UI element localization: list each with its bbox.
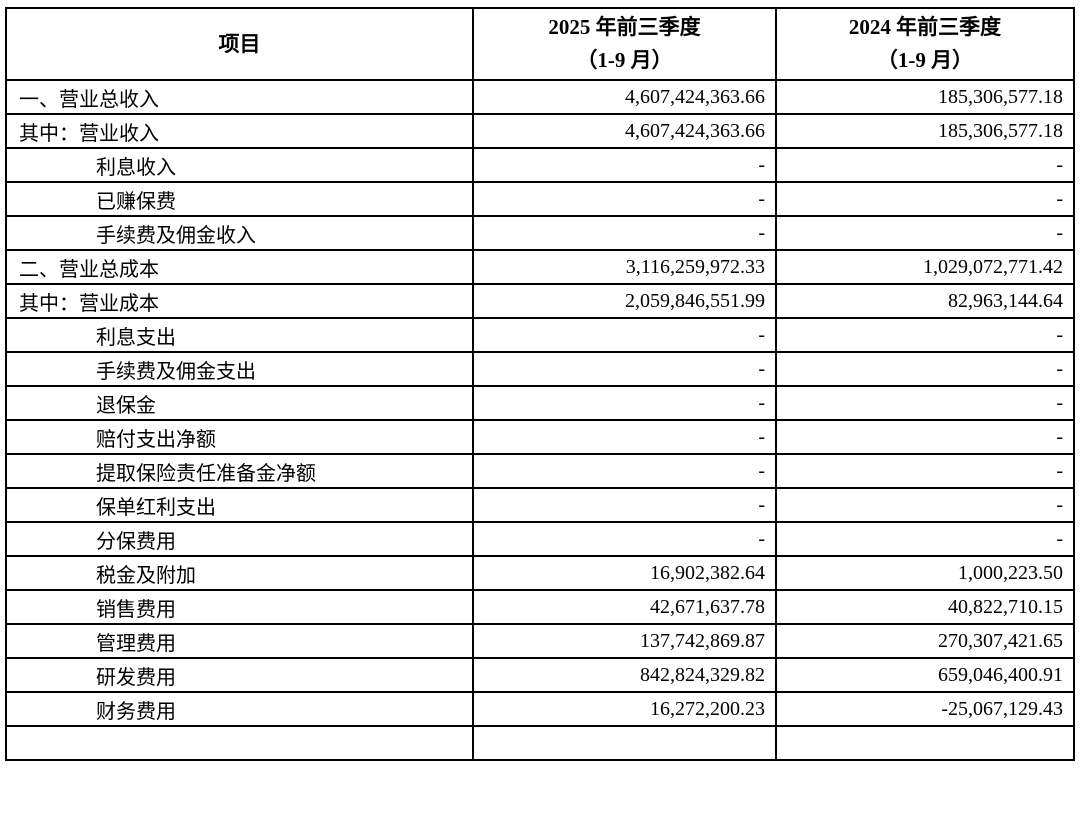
- header-2024: 2024 年前三季度 （1-9 月）: [775, 7, 1075, 81]
- table-row: 一、营业总收入 4,607,424,363.66 185,306,577.18: [5, 79, 1075, 115]
- table-row: 二、营业总成本 3,116,259,972.33 1,029,072,771.42: [5, 249, 1075, 285]
- value-2025-cell: 4,607,424,363.66: [472, 79, 777, 115]
- table-row-partial: [5, 725, 1075, 761]
- item-cell: 其中：营业收入: [5, 113, 474, 149]
- header-item-label: 项目: [218, 31, 261, 56]
- table-row: 其中：营业成本 2,059,846,551.99 82,963,144.64: [5, 283, 1075, 319]
- table-row: 手续费及佣金支出 - -: [5, 351, 1075, 387]
- value-2025-cell: -: [472, 521, 777, 557]
- item-cell: 销售费用: [5, 589, 474, 625]
- table-row: 利息支出 - -: [5, 317, 1075, 353]
- value-2024-cell: -: [775, 147, 1075, 183]
- value-2024-cell: -: [775, 181, 1075, 217]
- table-row: 利息收入 - -: [5, 147, 1075, 183]
- value-2024-cell: 82,963,144.64: [775, 283, 1075, 319]
- value-2025-cell: -: [472, 215, 777, 251]
- value-2025-cell: 2,059,846,551.99: [472, 283, 777, 319]
- header-row: 项目 2025 年前三季度 （1-9 月） 2024 年前三季度 （1-9 月）: [5, 7, 1075, 81]
- value-2025-cell: -: [472, 351, 777, 387]
- item-cell: 研发费用: [5, 657, 474, 693]
- value-2024-cell: -: [775, 351, 1075, 387]
- value-2024-cell: -: [775, 419, 1075, 455]
- item-cell: 保单红利支出: [5, 487, 474, 523]
- header-2025-line2: （1-9 月）: [576, 48, 673, 72]
- item-cell: 利息收入: [5, 147, 474, 183]
- table-row: 税金及附加 16,902,382.64 1,000,223.50: [5, 555, 1075, 591]
- value-2025-cell: -: [472, 317, 777, 353]
- value-2025-cell: 42,671,637.78: [472, 589, 777, 625]
- table-row: 赔付支出净额 - -: [5, 419, 1075, 455]
- item-cell: 分保费用: [5, 521, 474, 557]
- header-2024-line2: （1-9 月）: [876, 48, 974, 72]
- value-2025-cell: 16,902,382.64: [472, 555, 777, 591]
- header-2025: 2025 年前三季度 （1-9 月）: [472, 7, 777, 81]
- item-cell: 已赚保费: [5, 181, 474, 217]
- table-header: 项目 2025 年前三季度 （1-9 月） 2024 年前三季度 （1-9 月）: [5, 7, 1075, 81]
- value-2025-cell: -: [472, 181, 777, 217]
- value-2025-cell: 137,742,869.87: [472, 623, 777, 659]
- value-2025-cell: -: [472, 147, 777, 183]
- value-2024-cell: -: [775, 521, 1075, 557]
- value-2024-cell: -: [775, 453, 1075, 489]
- value-2024-cell: -: [775, 317, 1075, 353]
- value-2025-cell: -: [472, 487, 777, 523]
- item-cell: 手续费及佣金收入: [5, 215, 474, 251]
- value-2024-cell: 1,000,223.50: [775, 555, 1075, 591]
- item-cell: [5, 725, 474, 761]
- item-cell: 税金及附加: [5, 555, 474, 591]
- table-body: 一、营业总收入 4,607,424,363.66 185,306,577.18 其中：…: [5, 79, 1075, 761]
- table-row: 分保费用 - -: [5, 521, 1075, 557]
- table-row: 提取保险责任准备金净额 - -: [5, 453, 1075, 489]
- table-row: 其中：营业收入 4,607,424,363.66 185,306,577.18: [5, 113, 1075, 149]
- value-2025-cell: -: [472, 453, 777, 489]
- value-2024-cell: 40,822,710.15: [775, 589, 1075, 625]
- value-2025-cell: 16,272,200.23: [472, 691, 777, 727]
- item-cell: 管理费用: [5, 623, 474, 659]
- value-2024-cell: 1,029,072,771.42: [775, 249, 1075, 285]
- item-cell: 赔付支出净额: [5, 419, 474, 455]
- item-cell: 其中：营业成本: [5, 283, 474, 319]
- table-row: 研发费用 842,824,329.82 659,046,400.91: [5, 657, 1075, 693]
- value-2025-cell: [472, 725, 777, 761]
- item-cell: 退保金: [5, 385, 474, 421]
- value-2025-cell: -: [472, 419, 777, 455]
- header-2025-line1: 2025 年前三季度: [548, 15, 701, 39]
- value-2024-cell: 270,307,421.65: [775, 623, 1075, 659]
- table-row: 销售费用 42,671,637.78 40,822,710.15: [5, 589, 1075, 625]
- value-2024-cell: 659,046,400.91: [775, 657, 1075, 693]
- table-row: 退保金 - -: [5, 385, 1075, 421]
- value-2025-cell: -: [472, 385, 777, 421]
- value-2024-cell: -: [775, 215, 1075, 251]
- table-row: 手续费及佣金收入 - -: [5, 215, 1075, 251]
- item-cell: 一、营业总收入: [5, 79, 474, 115]
- table-row: 保单红利支出 - -: [5, 487, 1075, 523]
- table-row: 财务费用 16,272,200.23 -25,067,129.43: [5, 691, 1075, 727]
- table-row: 管理费用 137,742,869.87 270,307,421.65: [5, 623, 1075, 659]
- income-statement-table: 项目 2025 年前三季度 （1-9 月） 2024 年前三季度 （1-9 月）…: [5, 7, 1075, 761]
- header-item: 项目: [5, 7, 474, 81]
- value-2024-cell: -: [775, 385, 1075, 421]
- value-2024-cell: -: [775, 487, 1075, 523]
- item-cell: 提取保险责任准备金净额: [5, 453, 474, 489]
- value-2024-cell: 185,306,577.18: [775, 113, 1075, 149]
- table-row: 已赚保费 - -: [5, 181, 1075, 217]
- item-cell: 利息支出: [5, 317, 474, 353]
- item-cell: 手续费及佣金支出: [5, 351, 474, 387]
- item-cell: 财务费用: [5, 691, 474, 727]
- value-2024-cell: -25,067,129.43: [775, 691, 1075, 727]
- value-2025-cell: 842,824,329.82: [472, 657, 777, 693]
- value-2024-cell: 185,306,577.18: [775, 79, 1075, 115]
- value-2025-cell: 4,607,424,363.66: [472, 113, 777, 149]
- value-2025-cell: 3,116,259,972.33: [472, 249, 777, 285]
- header-2024-line1: 2024 年前三季度: [848, 15, 1002, 39]
- value-2024-cell: [775, 725, 1075, 761]
- item-cell: 二、营业总成本: [5, 249, 474, 285]
